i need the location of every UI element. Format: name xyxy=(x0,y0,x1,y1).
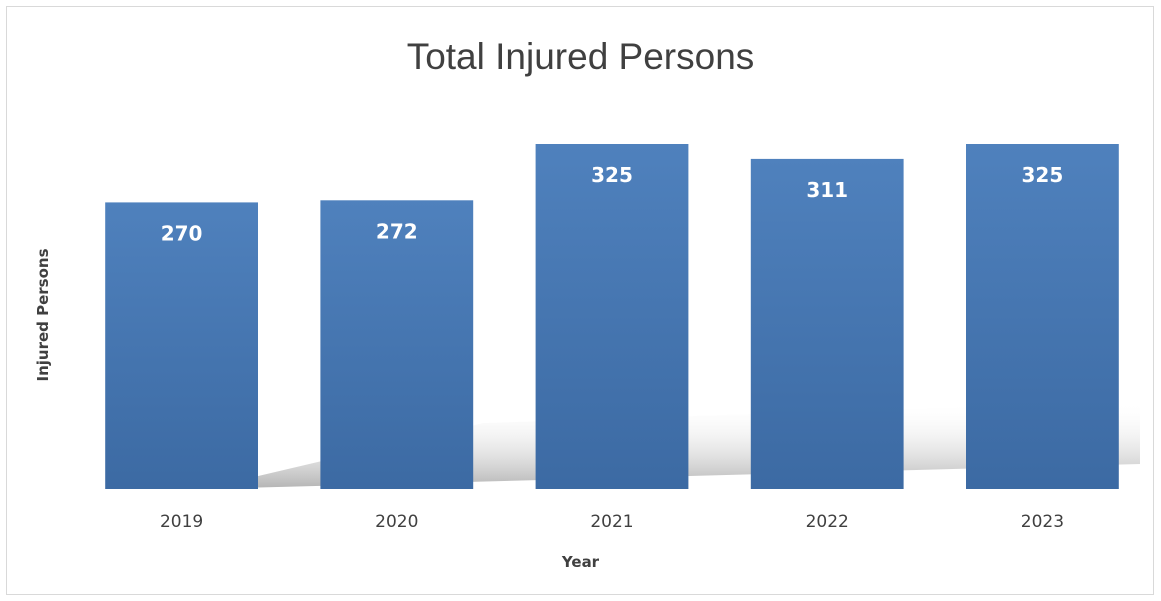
x-tick-labels-group: 2019 2020 2021 2022 2023 xyxy=(160,512,1064,532)
data-label-2019: 270 xyxy=(161,221,203,245)
x-tick-label-2019: 2019 xyxy=(160,512,203,532)
data-labels-group: 270 272 325 311 325 xyxy=(161,163,1064,245)
data-label-2021: 325 xyxy=(591,163,633,187)
x-tick-label-2023: 2023 xyxy=(1021,512,1064,532)
data-label-2023: 325 xyxy=(1022,163,1064,187)
x-tick-label-2022: 2022 xyxy=(806,512,849,532)
bar-2020 xyxy=(320,200,474,490)
x-axis-label: Year xyxy=(561,553,600,571)
chart-title: Total Injured Persons xyxy=(406,36,755,77)
bar-2019 xyxy=(105,202,258,489)
x-tick-label-2020: 2020 xyxy=(375,512,418,532)
data-label-2020: 272 xyxy=(376,219,418,243)
bar-2023 xyxy=(966,144,1119,489)
bar-2022 xyxy=(750,158,904,489)
data-label-2022: 311 xyxy=(806,178,848,202)
bars-group xyxy=(105,144,1119,490)
bar-2021 xyxy=(535,144,689,489)
x-tick-label-2021: 2021 xyxy=(590,512,633,532)
